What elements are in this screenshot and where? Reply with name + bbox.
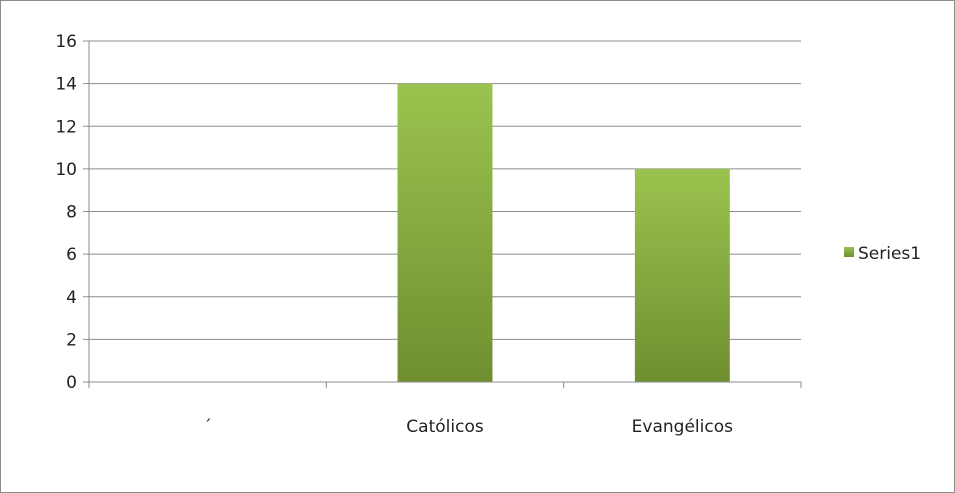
y-tick-label-0: 0 bbox=[66, 373, 77, 393]
y-tick-label-16: 16 bbox=[55, 32, 77, 52]
y-axis-ticks: 0 2 4 6 8 10 12 14 16 bbox=[55, 32, 90, 393]
legend: Series1 bbox=[844, 244, 921, 264]
bar-2 bbox=[397, 83, 493, 382]
y-tick-label-6: 6 bbox=[66, 245, 77, 265]
x-axis-ticks: ´ Católicos Evangélicos bbox=[88, 382, 802, 437]
bars bbox=[397, 83, 730, 382]
legend-swatch-series1 bbox=[844, 247, 854, 257]
y-tick-label-4: 4 bbox=[66, 288, 77, 308]
y-tick-label-2: 2 bbox=[66, 330, 77, 350]
x-tick-label-1: ´ bbox=[203, 417, 212, 437]
y-tick-label-10: 10 bbox=[55, 160, 77, 180]
y-tick-label-12: 12 bbox=[55, 117, 77, 137]
x-tick-label-3: Evangélicos bbox=[632, 417, 733, 437]
bar-3 bbox=[634, 168, 730, 382]
legend-label-series1: Series1 bbox=[858, 244, 921, 264]
x-tick-label-2: Católicos bbox=[406, 417, 484, 437]
y-tick-label-14: 14 bbox=[55, 75, 77, 95]
y-tick-label-8: 8 bbox=[66, 203, 77, 223]
